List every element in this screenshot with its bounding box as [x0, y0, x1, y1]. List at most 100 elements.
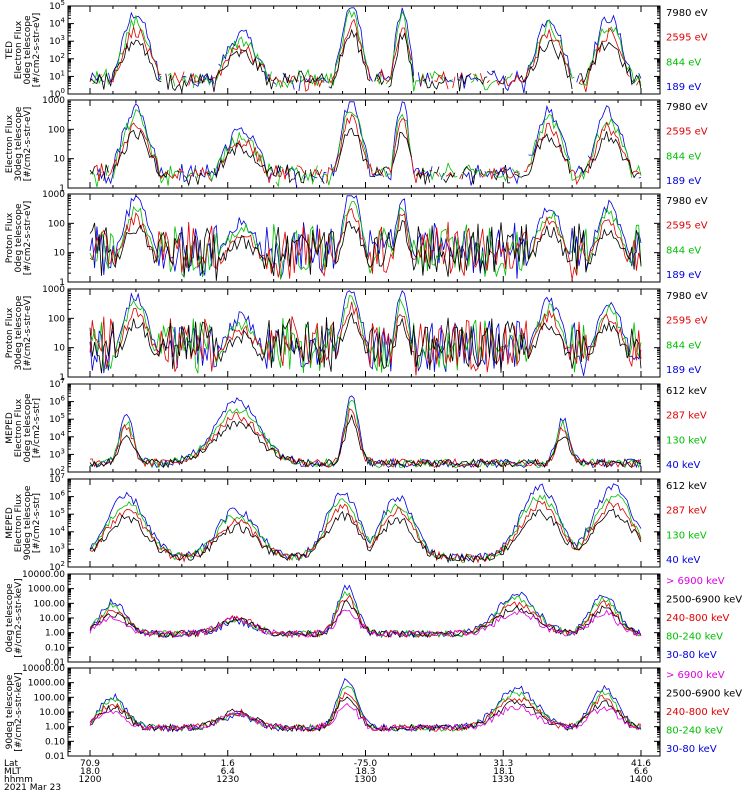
- panel-1: 100 101 102 103 104 105 TED Electron Flux 0deg t…: [5, 0, 708, 100]
- y-tick-label: 1: [59, 184, 65, 194]
- y-tick-label: 1000.00: [28, 585, 65, 595]
- series-line: [89, 696, 642, 733]
- y-tick-label: 10.00: [39, 614, 65, 624]
- y-tick-label: 104: [49, 525, 65, 538]
- y-tick-label: 106: [49, 395, 65, 408]
- legend-entry: 7980 eV: [666, 291, 708, 302]
- y-axis-label: 30deg telescope: [14, 295, 24, 370]
- y-axis-label: [#/cm2-s-str]: [32, 398, 42, 458]
- legend-entry: 7980 eV: [666, 196, 708, 207]
- y-tick-label: 0.10: [45, 737, 65, 747]
- x-axis-tick-label: 1400: [630, 775, 653, 785]
- y-axis-label: 30deg telescope: [14, 106, 24, 181]
- legend-entry: 80-240 keV: [666, 632, 723, 643]
- y-axis-label: MEPED: [5, 412, 15, 444]
- series-line: [89, 108, 642, 188]
- series-line: [89, 399, 642, 469]
- y-tick-label: 100.00: [34, 693, 66, 703]
- series-line: [89, 220, 642, 281]
- y-tick-label: 10: [54, 155, 66, 165]
- x-axis-tick-label: 70.9: [80, 759, 100, 769]
- y-tick-label: 101: [49, 69, 65, 82]
- x-axis-tick-label: 6.6: [634, 767, 649, 777]
- y-tick-label: 100: [48, 125, 65, 135]
- y-tick-label: 105: [49, 0, 65, 12]
- y-axis-label: [#/cm2-s-str]: [32, 493, 42, 553]
- legend-entry: 240-800 keV: [666, 707, 730, 718]
- y-axis-label: 0deg telescope: [23, 393, 33, 463]
- legend-entry: 2500-6900 keV: [666, 595, 742, 606]
- y-tick-label: 1000.00: [28, 679, 65, 689]
- panel-5: 102 103 104 105 106 107 MEPED Electron Flux 0deg…: [5, 377, 707, 478]
- y-axis-label: TED: [5, 41, 15, 60]
- x-axis-tick-label: 41.6: [631, 759, 651, 769]
- x-axis-tick-label: 1230: [216, 775, 239, 785]
- y-axis-label: [#/cm2-s-str-eV]: [32, 13, 42, 88]
- legend-entry: > 6900 keV: [666, 670, 725, 681]
- legend-entry: 2595 eV: [666, 127, 708, 138]
- legend-entry: > 6900 keV: [666, 576, 725, 587]
- y-tick-label: 10000.00: [22, 664, 65, 674]
- legend-entry: 30-80 keV: [666, 744, 717, 755]
- series-line: [89, 501, 642, 564]
- y-axis-label: 0deg telescope: [5, 583, 15, 653]
- panel-frame: [67, 478, 661, 568]
- y-tick-label: 10.00: [39, 708, 65, 718]
- x-axis-tick-label: -75.0: [354, 759, 378, 769]
- legend-entry: 7980 eV: [666, 8, 708, 19]
- series-line: [89, 508, 642, 564]
- y-tick-label: 1.00: [45, 723, 65, 733]
- x-axis-tick-label: 18.0: [80, 767, 100, 777]
- y-axis-label: Proton Flux: [5, 307, 15, 358]
- series-line: [89, 201, 642, 280]
- panel-3: 1 10 100 1000 Proton Flux 0deg telescope [#/cm…: [5, 190, 708, 288]
- legend-entry: 189 eV: [666, 365, 701, 376]
- legend-entry: 2500-6900 keV: [666, 689, 742, 700]
- y-tick-label: 1000: [42, 285, 65, 295]
- legend-entry: 40 keV: [666, 460, 700, 471]
- panel-6: 102 103 104 105 106 107 MEPED Electron Flux 90de…: [5, 472, 707, 573]
- x-axis-tick-label: 18.3: [355, 767, 375, 777]
- legend-entry: 844 eV: [666, 57, 701, 68]
- legend-entry: 189 eV: [666, 176, 701, 187]
- y-axis-label: [#/cm2-s-str-eV]: [23, 296, 33, 371]
- date-label: 2021 Mar 23: [4, 783, 61, 793]
- y-tick-label: 107: [49, 472, 65, 485]
- x-axis-tick-label: 31.3: [493, 759, 513, 769]
- series-line: [89, 194, 642, 279]
- series-line: [89, 311, 642, 374]
- y-tick-label: 107: [49, 377, 65, 390]
- y-axis-label: 0deg telescope: [14, 203, 24, 273]
- series-line: [89, 678, 642, 732]
- y-tick-label: 103: [49, 34, 65, 47]
- legend-entry: 612 keV: [666, 386, 707, 397]
- series-line: [89, 600, 642, 639]
- y-tick-label: 103: [49, 447, 65, 460]
- series-line: [92, 9, 642, 92]
- y-tick-label: 1.00: [45, 629, 65, 639]
- panel-2: 1 10 100 1000 Electron Flux 30deg telescope [#…: [5, 96, 708, 194]
- legend-entry: 130 keV: [666, 530, 707, 541]
- x-axis-row-label: Lat: [4, 759, 19, 769]
- legend-entry: 612 keV: [666, 481, 707, 492]
- series-line: [89, 28, 642, 94]
- legend-entry: 189 eV: [666, 270, 701, 281]
- y-tick-label: 105: [49, 412, 65, 425]
- y-axis-label: Proton Flux: [5, 212, 15, 263]
- x-axis-tick-label: 6.4: [221, 767, 236, 777]
- series-line: [89, 127, 639, 187]
- y-axis-label: Electron Flux: [14, 20, 24, 79]
- legend-entry: 287 keV: [666, 411, 707, 422]
- y-axis-label: 0deg telescope: [23, 15, 33, 85]
- series-line: [89, 702, 642, 732]
- y-tick-label: 104: [49, 17, 65, 30]
- x-axis-row-label: hhmm: [4, 775, 33, 785]
- y-tick-label: 105: [49, 507, 65, 520]
- panel-4: 1 10 100 1000 Proton Flux 30deg telescope [#/c…: [5, 285, 708, 383]
- y-tick-label: 1000: [42, 190, 65, 200]
- y-axis-label: 90deg telescope: [23, 485, 33, 560]
- series-line: [94, 113, 642, 186]
- y-tick-label: 100: [49, 87, 65, 100]
- panel-frame: [67, 288, 661, 378]
- legend-entry: 844 eV: [666, 151, 701, 162]
